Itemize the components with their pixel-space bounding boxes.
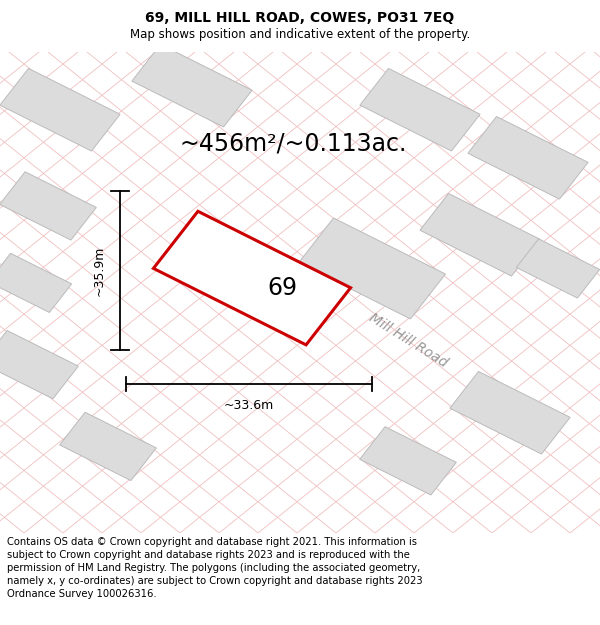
Polygon shape [299, 218, 445, 319]
Text: Contains OS data © Crown copyright and database right 2021. This information is
: Contains OS data © Crown copyright and d… [7, 537, 423, 599]
Polygon shape [517, 239, 599, 298]
Text: ~35.9m: ~35.9m [92, 246, 106, 296]
Polygon shape [0, 331, 79, 399]
Polygon shape [468, 116, 588, 199]
Text: 69, MILL HILL ROAD, COWES, PO31 7EQ: 69, MILL HILL ROAD, COWES, PO31 7EQ [145, 11, 455, 26]
Polygon shape [0, 68, 120, 151]
Polygon shape [132, 44, 252, 127]
Polygon shape [359, 427, 457, 495]
Text: ~456m²/~0.113ac.: ~456m²/~0.113ac. [180, 131, 407, 156]
Polygon shape [59, 412, 157, 481]
Polygon shape [0, 253, 71, 312]
Text: Mill Hill Road: Mill Hill Road [366, 311, 450, 371]
Polygon shape [450, 371, 570, 454]
Polygon shape [360, 68, 480, 151]
Polygon shape [154, 211, 350, 345]
Polygon shape [420, 194, 540, 276]
Polygon shape [0, 172, 97, 240]
Text: ~33.6m: ~33.6m [224, 399, 274, 412]
Text: Map shows position and indicative extent of the property.: Map shows position and indicative extent… [130, 28, 470, 41]
Text: 69: 69 [267, 276, 297, 300]
